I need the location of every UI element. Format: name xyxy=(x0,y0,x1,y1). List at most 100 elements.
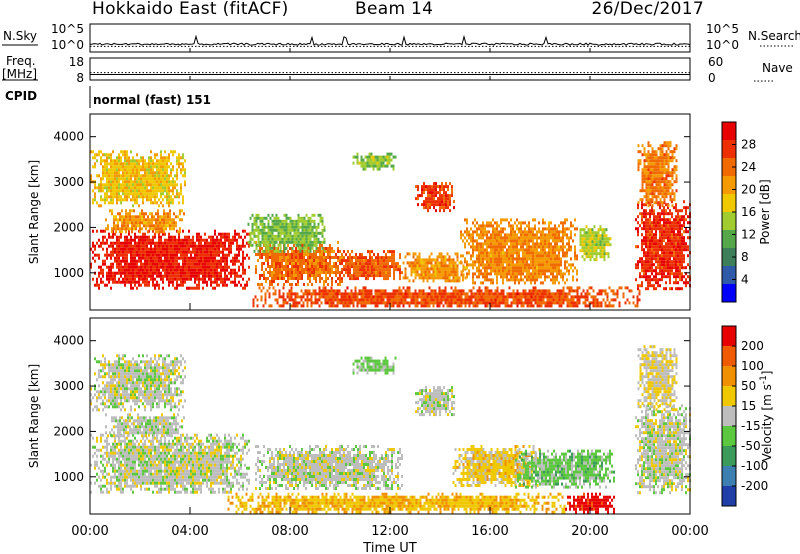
echo-cell xyxy=(124,159,126,163)
echo-cell xyxy=(121,218,123,222)
echo-cell xyxy=(456,279,459,283)
echo-cell xyxy=(116,238,118,242)
echo-cell xyxy=(397,262,399,266)
echo-cell xyxy=(502,263,504,267)
echo-cell xyxy=(339,277,341,280)
echo-cell xyxy=(151,224,153,228)
echo-cell xyxy=(164,156,166,160)
echo-cell xyxy=(377,265,379,269)
echo-cell xyxy=(550,236,552,240)
echo-cell xyxy=(526,251,528,255)
echo-cell xyxy=(291,271,293,274)
echo-cell xyxy=(307,256,309,259)
echo-cell xyxy=(583,249,586,253)
echo-cell xyxy=(163,218,165,222)
echo-cell xyxy=(639,198,642,202)
echo-cell xyxy=(524,275,526,279)
echo-cell xyxy=(150,186,152,190)
echo-cell xyxy=(374,164,377,168)
echo-cell xyxy=(566,218,568,222)
echo-cell xyxy=(166,174,168,178)
echo-cell xyxy=(641,275,643,279)
echo-cell xyxy=(222,235,224,239)
echo-cell xyxy=(546,257,548,261)
echo-cell xyxy=(192,235,194,239)
echo-cell xyxy=(601,255,604,259)
echo-cell xyxy=(246,283,248,287)
echo-cell xyxy=(128,162,130,166)
echo-region xyxy=(105,209,185,234)
echo-cell xyxy=(293,265,295,268)
echo-cell xyxy=(146,189,148,193)
echo-cell xyxy=(126,183,128,187)
echo-cell xyxy=(200,256,202,260)
echo-cell xyxy=(132,204,134,208)
echo-cell xyxy=(591,255,594,259)
echo-cell xyxy=(128,277,130,281)
echo-cell xyxy=(232,241,234,245)
echo-cell xyxy=(498,239,500,243)
echo-cell xyxy=(482,242,484,246)
echo-cell xyxy=(144,262,146,266)
echo-cell xyxy=(279,277,281,280)
echo-cell xyxy=(160,262,162,266)
echo-cell xyxy=(524,227,526,231)
echo-cell xyxy=(538,227,540,231)
echo-cell xyxy=(607,240,610,244)
echo-cell xyxy=(162,204,164,208)
echo-cell xyxy=(478,224,480,228)
echo-cell xyxy=(685,230,687,234)
echo-cell xyxy=(155,227,157,231)
echo-cell xyxy=(140,189,142,193)
echo-cell xyxy=(313,249,316,253)
echo-cell xyxy=(431,185,433,189)
echo-cell xyxy=(142,247,144,251)
echo-cell xyxy=(218,253,220,257)
echo-cell xyxy=(224,256,226,260)
echo-cell xyxy=(496,236,498,240)
echo-cell xyxy=(283,253,285,256)
echo-cell xyxy=(100,156,102,160)
echo-cell xyxy=(212,271,214,275)
echo-cell xyxy=(106,159,108,163)
echo-cell xyxy=(126,195,128,199)
echo-cell xyxy=(439,197,441,201)
echo-cell xyxy=(589,231,592,235)
echo-cell xyxy=(172,180,174,184)
echo-cell xyxy=(391,265,393,269)
echo-cell xyxy=(647,251,649,255)
echo-cell xyxy=(210,250,212,254)
echo-cell xyxy=(683,200,685,204)
echo-cell xyxy=(149,227,151,231)
echo-cell xyxy=(285,280,287,283)
echo-cell xyxy=(202,274,204,278)
echo-cell xyxy=(152,241,154,245)
echo-cell xyxy=(112,189,114,193)
echo-cell xyxy=(506,272,508,276)
echo-cell xyxy=(305,219,308,223)
echo-cell xyxy=(536,260,538,264)
echo-cell xyxy=(581,243,584,247)
echo-cell xyxy=(176,274,178,278)
echo-cell xyxy=(466,218,468,222)
echo-cell xyxy=(124,198,126,202)
echo-cell xyxy=(283,234,286,238)
echo-cell xyxy=(170,235,172,239)
echo-cell xyxy=(188,235,190,239)
echo-cell xyxy=(128,250,130,254)
echo-cell xyxy=(281,219,284,223)
echo-cell xyxy=(281,237,284,241)
echo-cell xyxy=(661,275,663,279)
echo-cell xyxy=(512,260,514,264)
echo-cell xyxy=(313,234,316,238)
echo-cell xyxy=(319,213,322,217)
echo-cell xyxy=(530,278,532,282)
echo-cell xyxy=(412,270,415,274)
echo-cell xyxy=(681,248,683,252)
echo-cell xyxy=(605,243,608,247)
echo-cell xyxy=(379,274,381,278)
echo-cell xyxy=(234,229,236,233)
echo-cell xyxy=(110,262,112,266)
echo-cell xyxy=(478,233,480,237)
echo-cell xyxy=(647,248,649,252)
